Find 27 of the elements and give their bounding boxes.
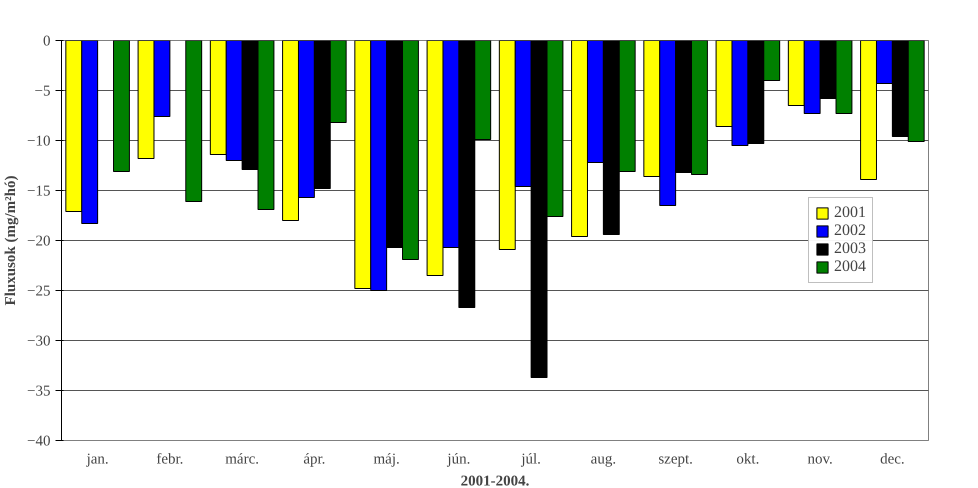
x-tick-label: jan. <box>86 452 109 468</box>
x-tick-label: nov. <box>807 452 833 468</box>
x-tick-label: dec. <box>880 452 905 468</box>
y-tick-label: −5 <box>34 84 51 100</box>
x-tick-label: jún. <box>446 452 470 468</box>
y-tick-label: −25 <box>27 284 51 300</box>
y-tick-label: −20 <box>27 234 51 250</box>
y-tick-label: 0 <box>43 34 50 50</box>
x-tick-label: júl. <box>520 452 541 468</box>
y-tick-label: −10 <box>27 134 51 150</box>
y-tick-label: −40 <box>27 434 51 450</box>
y-tick-label: −30 <box>27 334 51 350</box>
x-tick-label: ápr. <box>303 452 326 468</box>
x-tick-label: okt. <box>736 452 760 468</box>
legend-label: 2004 <box>834 258 866 276</box>
y-axis-title: Fluxusok (mg/m²hó) <box>3 176 20 306</box>
legend-label: 2003 <box>834 240 866 258</box>
x-tick-label: febr. <box>156 452 184 468</box>
x-tick-label: máj. <box>374 452 400 468</box>
legend-label: 2002 <box>834 222 866 240</box>
x-axis-title: 2001-2004. <box>460 474 530 488</box>
x-tick-label: szept. <box>658 452 693 468</box>
y-tick-label: −15 <box>27 184 51 200</box>
x-tick-label: aug. <box>590 452 616 468</box>
x-tick-label: márc. <box>225 452 259 468</box>
legend-label: 2001 <box>834 204 866 222</box>
y-tick-label: −35 <box>27 384 51 400</box>
